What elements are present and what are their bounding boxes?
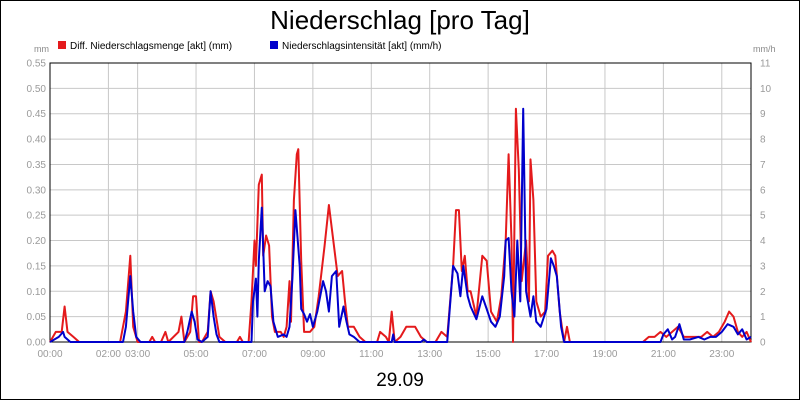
y-right-tick-label: 0 [760, 338, 766, 349]
y-axis-right: 0 1 2 3 4 5 6 7 8 9 10 11 [760, 59, 772, 349]
series-lines [49, 107, 752, 343]
y-right-tick-label: 11 [760, 59, 771, 70]
y-right-tick-label: 2 [760, 287, 766, 298]
x-tick-label: 07:00 [242, 349, 267, 360]
legend-swatch-intensity [270, 41, 278, 49]
y-left-tick-label: 0.05 [27, 312, 47, 323]
y-left-tick-label: 0.40 [27, 135, 47, 146]
y-right-tick-label: 10 [760, 84, 772, 95]
y-right-tick-label: 4 [760, 236, 766, 247]
y-right-tick-label: 6 [760, 185, 766, 196]
chart-title: Niederschlag [pro Tag] [270, 5, 530, 35]
plot-area [49, 62, 752, 343]
y-left-tick-label: 0.45 [27, 109, 47, 120]
x-tick-label: 21:00 [651, 349, 676, 360]
y-right-tick-label: 5 [760, 211, 766, 222]
x-tick-label: 00:00 [37, 349, 62, 360]
x-tick-label: 23:00 [709, 349, 734, 360]
y-left-tick-label: 0.30 [27, 185, 47, 196]
series-line-intensity [49, 107, 752, 343]
x-tick-label: 17:00 [534, 349, 559, 360]
x-tick-label: 05:00 [184, 349, 209, 360]
legend-swatch-amount [58, 41, 66, 49]
legend-label-intensity: Niederschlagsintensität [akt] (mm/h) [282, 41, 442, 52]
x-tick-label: 15:00 [476, 349, 501, 360]
legend: Diff. Niederschlagsmenge [akt] (mm) Nied… [58, 41, 442, 52]
y-right-tick-label: 3 [760, 261, 766, 272]
x-tick-label: 19:00 [592, 349, 617, 360]
y-left-tick-label: 0.35 [27, 160, 47, 171]
x-axis: 00:00 02:00 03:00 05:00 07:00 09:00 11:00 13:00… [37, 349, 734, 360]
y-left-tick-label: 0.00 [27, 338, 47, 349]
y-left-tick-label: 0.25 [27, 211, 47, 222]
y-right-tick-label: 8 [760, 135, 766, 146]
x-tick-label: 09:00 [300, 349, 325, 360]
y-left-tick-label: 0.50 [27, 84, 47, 95]
y-left-tick-label: 0.10 [27, 287, 47, 298]
y-left-tick-label: 0.15 [27, 261, 47, 272]
y-right-tick-label: 7 [760, 160, 766, 171]
x-tick-label: 13:00 [417, 349, 442, 360]
y-right-tick-label: 9 [760, 109, 766, 120]
series-line-amount [49, 107, 752, 343]
x-tick-label: 02:00 [96, 349, 121, 360]
y-axis-left: 0.00 0.05 0.10 0.15 0.20 0.25 0.30 0.35 0.40 0.45… [27, 59, 47, 349]
legend-label-amount: Diff. Niederschlagsmenge [akt] (mm) [70, 41, 232, 52]
x-tick-label: 11:00 [359, 349, 384, 360]
right-axis-unit: mm/h [753, 44, 776, 54]
y-right-tick-label: 1 [760, 312, 766, 323]
y-left-tick-label: 0.55 [27, 59, 47, 70]
x-tick-label: 03:00 [125, 349, 150, 360]
y-left-tick-label: 0.20 [27, 236, 47, 247]
left-axis-unit: mm [34, 44, 49, 54]
date-label: 29.09 [376, 370, 424, 391]
